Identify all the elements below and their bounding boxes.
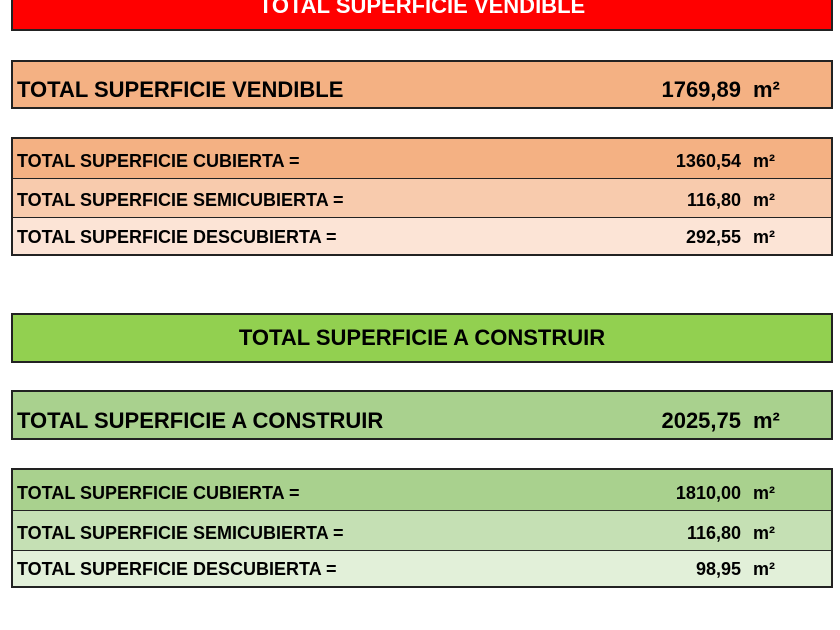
row-unit: m² [753,559,775,579]
row-label: TOTAL SUPERFICIE CUBIERTA = [17,483,300,503]
row-label: TOTAL SUPERFICIE SEMICUBIERTA = [17,523,344,543]
detail-row: TOTAL SUPERFICIE CUBIERTA = 1360,54 m² [13,139,831,178]
row-unit: m² [753,227,775,247]
section-header: TOTAL SUPERFICIE A CONSTRUIR [11,313,833,363]
section-header: TOTAL SUPERFICIE VENDIBLE [11,0,833,31]
detail-row: TOTAL SUPERFICIE SEMICUBIERTA = 116,80 m… [13,178,831,217]
row-label: TOTAL SUPERFICIE DESCUBIERTA = [17,227,337,247]
detail-table: TOTAL SUPERFICIE CUBIERTA = 1360,54 m² T… [11,137,833,256]
row-value: 98,95 [695,559,741,579]
row-unit: m² [753,190,775,210]
row-value: 292,55 [685,227,741,247]
row-value: 1810,00 [675,483,741,503]
total-unit: m² [753,408,780,433]
row-label: TOTAL SUPERFICIE SEMICUBIERTA = [17,190,344,210]
row-label: TOTAL SUPERFICIE DESCUBIERTA = [17,559,337,579]
row-value: 116,80 [686,523,741,543]
total-unit: m² [753,77,780,102]
detail-row: TOTAL SUPERFICIE DESCUBIERTA = 98,95 m² [13,550,831,586]
row-label: TOTAL SUPERFICIE CUBIERTA = [17,151,300,171]
total-label: TOTAL SUPERFICIE A CONSTRUIR [17,408,384,433]
total-value: 2025,75 [661,408,741,433]
total-label: TOTAL SUPERFICIE VENDIBLE [17,77,344,102]
detail-row: TOTAL SUPERFICIE SEMICUBIERTA = 116,80 m… [13,510,831,550]
total-value: 1769,89 [661,77,741,102]
row-value: 116,80 [686,190,741,210]
row-unit: m² [753,523,775,543]
total-row: TOTAL SUPERFICIE A CONSTRUIR 2025,75 m² [11,390,833,440]
row-value: 1360,54 [675,151,741,171]
detail-row: TOTAL SUPERFICIE DESCUBIERTA = 292,55 m² [13,217,831,254]
section-title: TOTAL SUPERFICIE VENDIBLE [258,0,586,18]
row-unit: m² [753,483,775,503]
detail-table: TOTAL SUPERFICIE CUBIERTA = 1810,00 m² T… [11,468,833,588]
row-unit: m² [753,151,775,171]
section-title: TOTAL SUPERFICIE A CONSTRUIR [238,325,606,350]
total-row: TOTAL SUPERFICIE VENDIBLE 1769,89 m² [11,60,833,109]
detail-row: TOTAL SUPERFICIE CUBIERTA = 1810,00 m² [13,470,831,510]
